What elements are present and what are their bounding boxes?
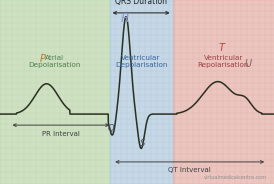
Text: QT Intverval: QT Intverval	[168, 167, 211, 174]
Text: S: S	[140, 139, 145, 148]
Bar	[173, 0, 274, 184]
Text: Q: Q	[108, 124, 114, 133]
Text: Ventricular
Depolarisation: Ventricular Depolarisation	[115, 55, 167, 68]
Text: Ventricular
Repolarisation: Ventricular Repolarisation	[198, 55, 249, 68]
Text: Atrial
Depolarisation: Atrial Depolarisation	[28, 55, 81, 68]
Bar	[110, 0, 173, 184]
Text: P: P	[39, 54, 45, 64]
Text: PR Interval: PR Interval	[42, 131, 80, 137]
Text: T: T	[219, 43, 225, 53]
Bar	[0, 0, 110, 184]
Text: U: U	[244, 59, 252, 69]
Text: QRS Duration: QRS Duration	[115, 0, 167, 6]
Text: virtualmèdicalcentre.com: virtualmèdicalcentre.com	[204, 175, 267, 180]
Text: R: R	[120, 12, 129, 25]
